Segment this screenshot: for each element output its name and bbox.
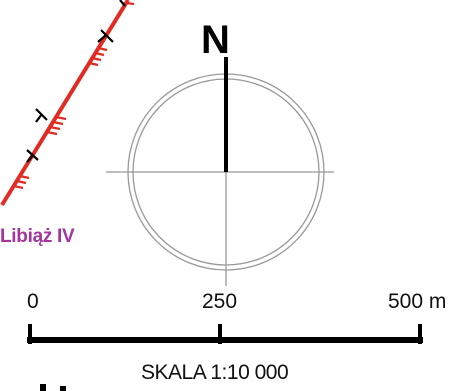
boundary-line [0,0,135,207]
boundary-markers [26,0,126,163]
scale-tick-250: 250 [202,290,238,313]
scale-tick-0: 0 [27,290,39,313]
compass-rose-icon [106,73,334,286]
scale-caption: SKALA 1:10 000 [141,361,289,384]
scale-tick-500: 500 m [388,290,447,313]
scale-bar [27,324,423,344]
place-label: Libiąż IV [0,226,75,247]
partial-marker [40,384,66,391]
north-label: N [201,18,230,62]
